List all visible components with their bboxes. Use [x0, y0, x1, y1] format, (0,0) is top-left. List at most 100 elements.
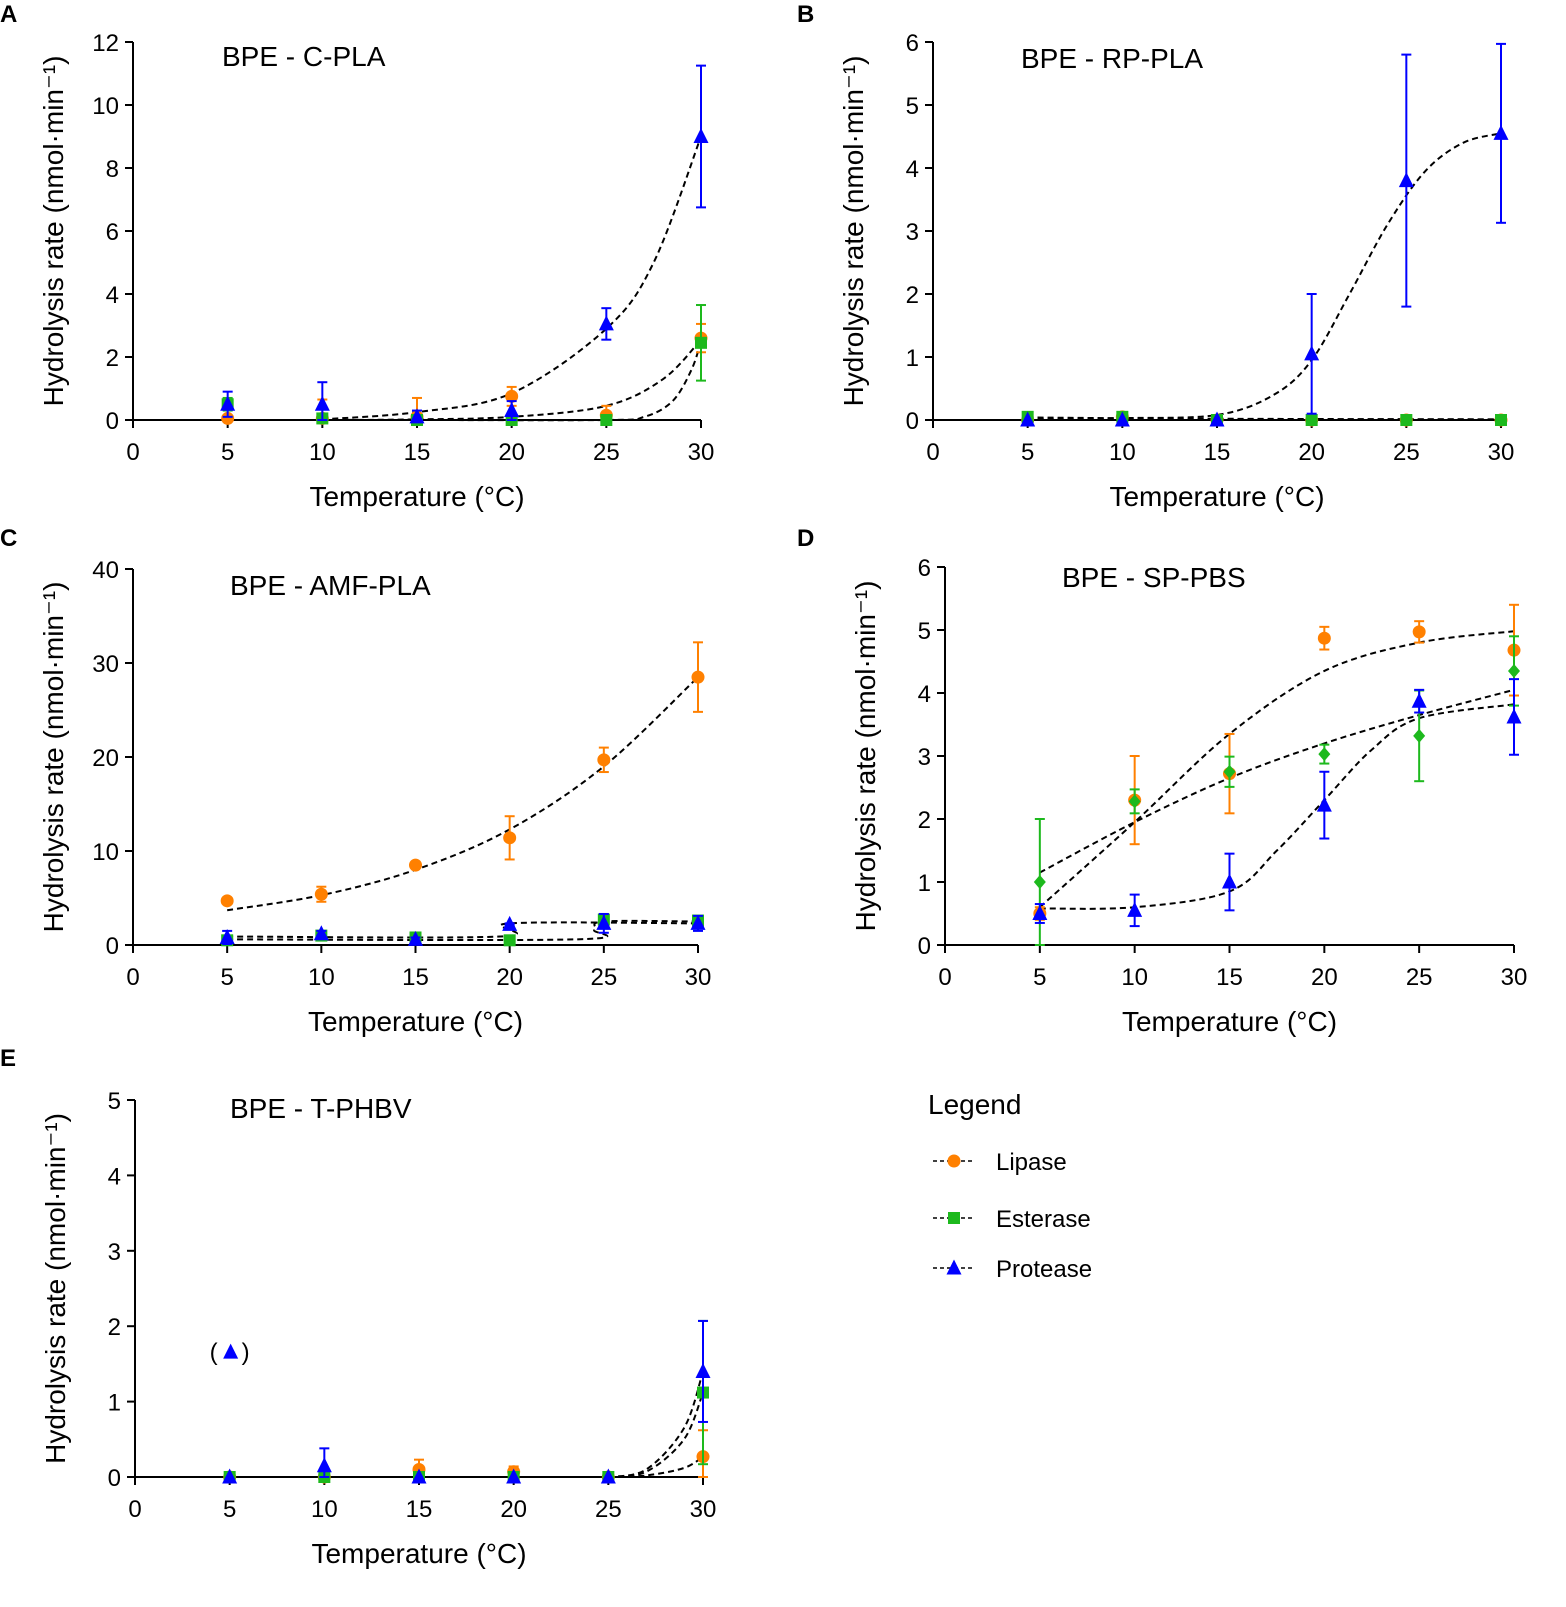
- fit-curve-esterase: [1027, 416, 1502, 421]
- y-tick-label: 12: [92, 30, 119, 57]
- data-point: [596, 914, 612, 930]
- panel-e: E BPE - T-PHBV 0 5 10 15 20 25 30 0 1 2 3 4 5 Temperatu…: [0, 1045, 716, 1569]
- y-tick-label: 0: [918, 933, 931, 960]
- x-tick-label: 20: [500, 1496, 527, 1523]
- data-point: [1033, 875, 1046, 889]
- data-point: [1316, 796, 1332, 812]
- x-axis-label: Temperature (°C): [309, 481, 524, 512]
- y-tick-label: 1: [918, 870, 931, 897]
- data-point: [1304, 345, 1320, 361]
- y-tick-label: 0: [108, 1465, 121, 1492]
- data-point: [411, 1468, 427, 1484]
- data-point: [1222, 873, 1237, 889]
- data-point: [597, 753, 611, 767]
- x-tick-label: 20: [496, 964, 523, 991]
- y-tick-label: 1: [906, 345, 919, 372]
- x-axis-label: Temperature (°C): [311, 1538, 526, 1569]
- y-tick-label: 6: [106, 219, 119, 246]
- fit-curve-lipase: [608, 1455, 704, 1478]
- data-point: [1412, 625, 1426, 639]
- y-tick-label: 10: [92, 839, 119, 866]
- data-point: [1114, 411, 1130, 427]
- series-esterase: [1033, 635, 1520, 946]
- y-tick-label: 30: [92, 651, 119, 678]
- fit-curve-lipase: [227, 676, 699, 912]
- x-tick-label: 15: [1216, 964, 1243, 991]
- fit-curve-lipase: [227, 338, 702, 422]
- x-tick-label: 0: [926, 439, 939, 466]
- x-tick-label: 10: [309, 439, 336, 466]
- series-lipase: [223, 1429, 710, 1484]
- legend-item-protease: Protease: [933, 1256, 1092, 1283]
- x-axis-label: Temperature (°C): [1109, 481, 1324, 512]
- panel-a: A BPE - C-PLA 0 5 10 15 20 25 30 0 2 4 6 8 10 12 Tempera…: [0, 1, 714, 512]
- x-tick-label: 0: [128, 1496, 141, 1523]
- data-point: [506, 1468, 522, 1484]
- y-tick-label: 2: [918, 807, 931, 834]
- y-tick-label: 4: [108, 1163, 121, 1190]
- x-tick-label: 15: [404, 439, 431, 466]
- data-point: [1506, 708, 1522, 724]
- panel-title: BPE - T-PHBV: [230, 1093, 412, 1124]
- y-tick-label: 20: [92, 745, 119, 772]
- panel-letter: D: [797, 525, 814, 552]
- data-point: [695, 1362, 711, 1378]
- panel-d: D BPE - SP-PBS 0 5 10 15 20 25 30 0 1 2 3 4 5 6 Temperat…: [797, 525, 1527, 1037]
- y-tick-label: 40: [92, 557, 119, 584]
- data-point: [1305, 414, 1318, 426]
- panel-letter: E: [0, 1045, 16, 1072]
- legend-marker-circle: [947, 1154, 961, 1168]
- y-tick-label: 4: [106, 282, 119, 309]
- series-protease: [219, 912, 706, 946]
- x-tick-label: 15: [402, 964, 429, 991]
- legend-label: Protease: [996, 1256, 1092, 1283]
- data-point: [1493, 124, 1509, 140]
- data-point: [1020, 411, 1036, 427]
- fit-curve-protease: [227, 921, 699, 939]
- y-tick-label: 10: [92, 93, 119, 120]
- x-tick-label: 30: [1488, 439, 1515, 466]
- data-point: [695, 336, 707, 349]
- x-tick-label: 5: [221, 439, 234, 466]
- y-axis-label: Hydrolysis rate (nmol·min⁻¹): [38, 582, 69, 933]
- x-tick-label: 10: [1121, 964, 1148, 991]
- data-point: [222, 1468, 238, 1484]
- fit-curve-protease: [322, 136, 702, 421]
- data-point: [600, 1468, 616, 1484]
- y-tick-label: 2: [108, 1314, 121, 1341]
- fit-curve-protease: [608, 1371, 704, 1478]
- x-axis-label: Temperature (°C): [1122, 1006, 1337, 1037]
- fit-curve-protease: [1039, 703, 1515, 910]
- series-lipase: [220, 641, 705, 908]
- data-point: [220, 894, 234, 908]
- y-tick-label: 5: [108, 1088, 121, 1115]
- panel-title: BPE - C-PLA: [222, 41, 386, 72]
- data-point: [598, 315, 614, 331]
- x-tick-label: 30: [1501, 964, 1528, 991]
- data-point: [1400, 414, 1413, 426]
- series-esterase: [1021, 410, 1507, 426]
- x-tick-label: 30: [685, 964, 712, 991]
- data-point: [690, 914, 706, 930]
- x-tick-label: 10: [308, 964, 335, 991]
- data-point: [600, 414, 613, 426]
- data-point: [693, 128, 709, 143]
- x-tick-label: 25: [595, 1496, 622, 1523]
- data-point: [1411, 692, 1427, 708]
- data-point: [314, 395, 330, 411]
- fit-curve-protease: [1027, 132, 1502, 420]
- panel-b: B BPE - RP-PLA 0 5 10 15 20 25 30 0 1 2 3 4 5 6 Temperat…: [797, 1, 1514, 512]
- data-point: [1413, 728, 1426, 743]
- x-tick-label: 25: [1393, 439, 1420, 466]
- data-point: [409, 408, 425, 424]
- data-point: [220, 395, 236, 411]
- data-point: [1032, 905, 1048, 920]
- x-tick-label: 25: [590, 964, 617, 991]
- y-tick-label: 0: [106, 408, 119, 435]
- x-tick-label: 20: [498, 439, 525, 466]
- data-point: [691, 670, 705, 684]
- fit-curve-esterase: [608, 1392, 704, 1478]
- outlier-point: [223, 1343, 239, 1359]
- x-tick-label: 5: [220, 964, 233, 991]
- legend-label: Lipase: [996, 1149, 1067, 1176]
